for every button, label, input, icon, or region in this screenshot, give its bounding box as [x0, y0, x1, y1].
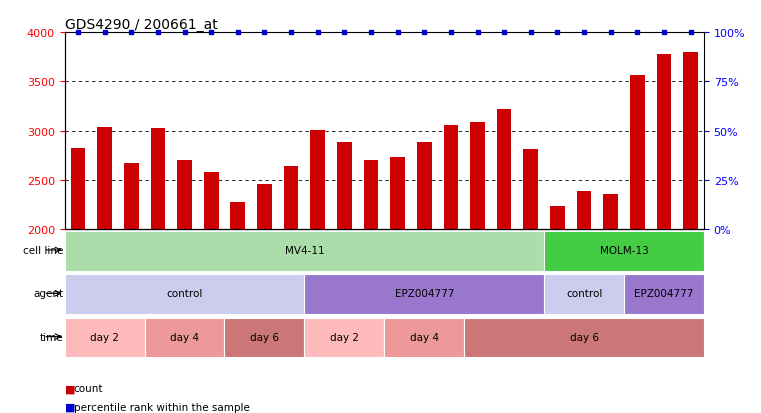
Text: ■: ■ [65, 383, 75, 393]
Bar [310, 131, 325, 413]
Bar [97, 127, 112, 413]
Text: count: count [74, 383, 103, 393]
Text: percentile rank within the sample: percentile rank within the sample [74, 402, 250, 412]
Text: day 2: day 2 [90, 332, 119, 342]
Bar [417, 143, 431, 413]
Bar [384, 318, 464, 358]
Bar [683, 53, 698, 413]
Bar [124, 164, 139, 413]
Bar [65, 275, 304, 314]
Text: day 2: day 2 [330, 332, 359, 342]
Bar [65, 231, 544, 271]
Bar [177, 161, 192, 413]
Bar [337, 143, 352, 413]
Text: control: control [167, 289, 202, 299]
Bar [524, 150, 538, 413]
Text: time: time [40, 332, 63, 342]
Text: day 6: day 6 [250, 332, 279, 342]
Bar [151, 128, 165, 413]
Bar [390, 158, 405, 413]
Text: GDS4290 / 200661_at: GDS4290 / 200661_at [65, 18, 218, 32]
Bar [224, 318, 304, 358]
Text: ■: ■ [65, 402, 75, 412]
Bar [544, 275, 624, 314]
Bar [145, 318, 224, 358]
Bar [364, 161, 378, 413]
Bar [444, 126, 458, 413]
Bar [257, 184, 272, 413]
Bar [624, 275, 704, 314]
Bar [544, 231, 704, 271]
Bar [603, 194, 618, 413]
Bar [65, 318, 145, 358]
Bar [497, 110, 511, 413]
Bar [284, 167, 298, 413]
Text: MOLM-13: MOLM-13 [600, 245, 648, 255]
Text: EPZ004777: EPZ004777 [634, 289, 694, 299]
Bar [231, 202, 245, 413]
Bar [657, 55, 671, 413]
Bar [71, 149, 85, 413]
Bar [470, 123, 485, 413]
Text: day 6: day 6 [569, 332, 599, 342]
Bar [550, 206, 565, 413]
Text: agent: agent [33, 289, 63, 299]
Bar [577, 191, 591, 413]
Bar [304, 275, 544, 314]
Text: cell line: cell line [23, 245, 63, 255]
Text: day 4: day 4 [409, 332, 439, 342]
Text: control: control [566, 289, 602, 299]
Text: MV4-11: MV4-11 [285, 245, 324, 255]
Bar [630, 76, 645, 413]
Bar [204, 173, 218, 413]
Text: EPZ004777: EPZ004777 [394, 289, 454, 299]
Text: day 4: day 4 [170, 332, 199, 342]
Bar [464, 318, 704, 358]
Bar [304, 318, 384, 358]
